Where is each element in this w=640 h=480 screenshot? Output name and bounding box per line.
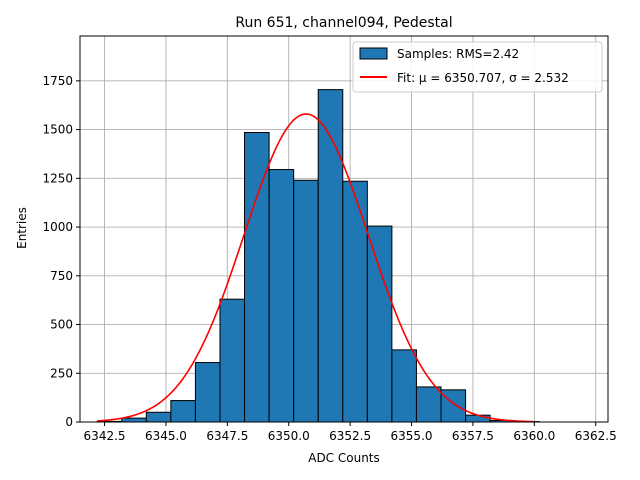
histogram-bar xyxy=(366,225,393,423)
y-tick-label: 750 xyxy=(50,269,73,283)
histogram-bars xyxy=(96,89,540,423)
histogram-bar xyxy=(440,389,467,423)
y-axis-label: Entries xyxy=(15,207,29,249)
x-tick-label: 6345.0 xyxy=(145,429,187,443)
legend-histogram-swatch xyxy=(359,47,388,60)
histogram-bar xyxy=(391,349,417,423)
histogram-bar xyxy=(465,414,491,423)
histogram-bar xyxy=(317,89,344,423)
y-tick-label: 1500 xyxy=(42,123,73,137)
y-tick-label: 1250 xyxy=(42,171,73,185)
y-axis-ticks: 0 250 500 750 1000 1250 1500 1750 xyxy=(42,74,80,429)
x-tick-label: 6350.0 xyxy=(268,429,310,443)
y-tick-label: 500 xyxy=(50,318,73,332)
x-tick-label: 6352.5 xyxy=(329,429,371,443)
legend-histogram-label: Samples: RMS=2.42 xyxy=(397,47,519,61)
y-tick-label: 0 xyxy=(65,415,73,429)
legend-box xyxy=(352,41,603,93)
chart-title: Run 651, channel094, Pedestal xyxy=(235,15,452,31)
x-tick-label: 6362.5 xyxy=(575,429,617,443)
histogram-bar xyxy=(415,386,442,423)
histogram-bar xyxy=(342,180,368,423)
gaussian-fit xyxy=(97,113,535,423)
x-tick-label: 6342.5 xyxy=(84,429,126,443)
legend-fit-label: Fit: μ = 6350.707, σ = 2.532 xyxy=(397,71,569,85)
y-tick-label: 1000 xyxy=(42,220,73,234)
x-tick-label: 6347.5 xyxy=(206,429,248,443)
x-tick-label: 6360.0 xyxy=(513,429,555,443)
legend: Samples: RMS=2.42 Fit: μ = 6350.707, σ =… xyxy=(352,41,603,93)
x-tick-label: 6355.0 xyxy=(391,429,433,443)
histogram-bar xyxy=(268,169,295,423)
y-tick-label: 250 xyxy=(50,366,73,380)
y-tick-label: 1750 xyxy=(42,74,73,88)
histogram-bar xyxy=(244,132,270,423)
histogram-bar xyxy=(293,179,319,423)
histogram-bar xyxy=(170,400,196,423)
histogram-bar xyxy=(145,411,172,423)
x-axis-ticks: 6342.5 6345.0 6347.5 6350.0 6352.5 6355.0 6357… xyxy=(84,422,617,443)
histogram-bar xyxy=(194,362,221,423)
x-axis-label: ADC Counts xyxy=(308,451,380,465)
histogram-bar xyxy=(121,417,147,423)
x-tick-label: 6357.5 xyxy=(452,429,494,443)
fit-curve xyxy=(97,113,535,423)
plot-area-frame xyxy=(79,35,609,423)
histogram-bar xyxy=(219,298,246,423)
